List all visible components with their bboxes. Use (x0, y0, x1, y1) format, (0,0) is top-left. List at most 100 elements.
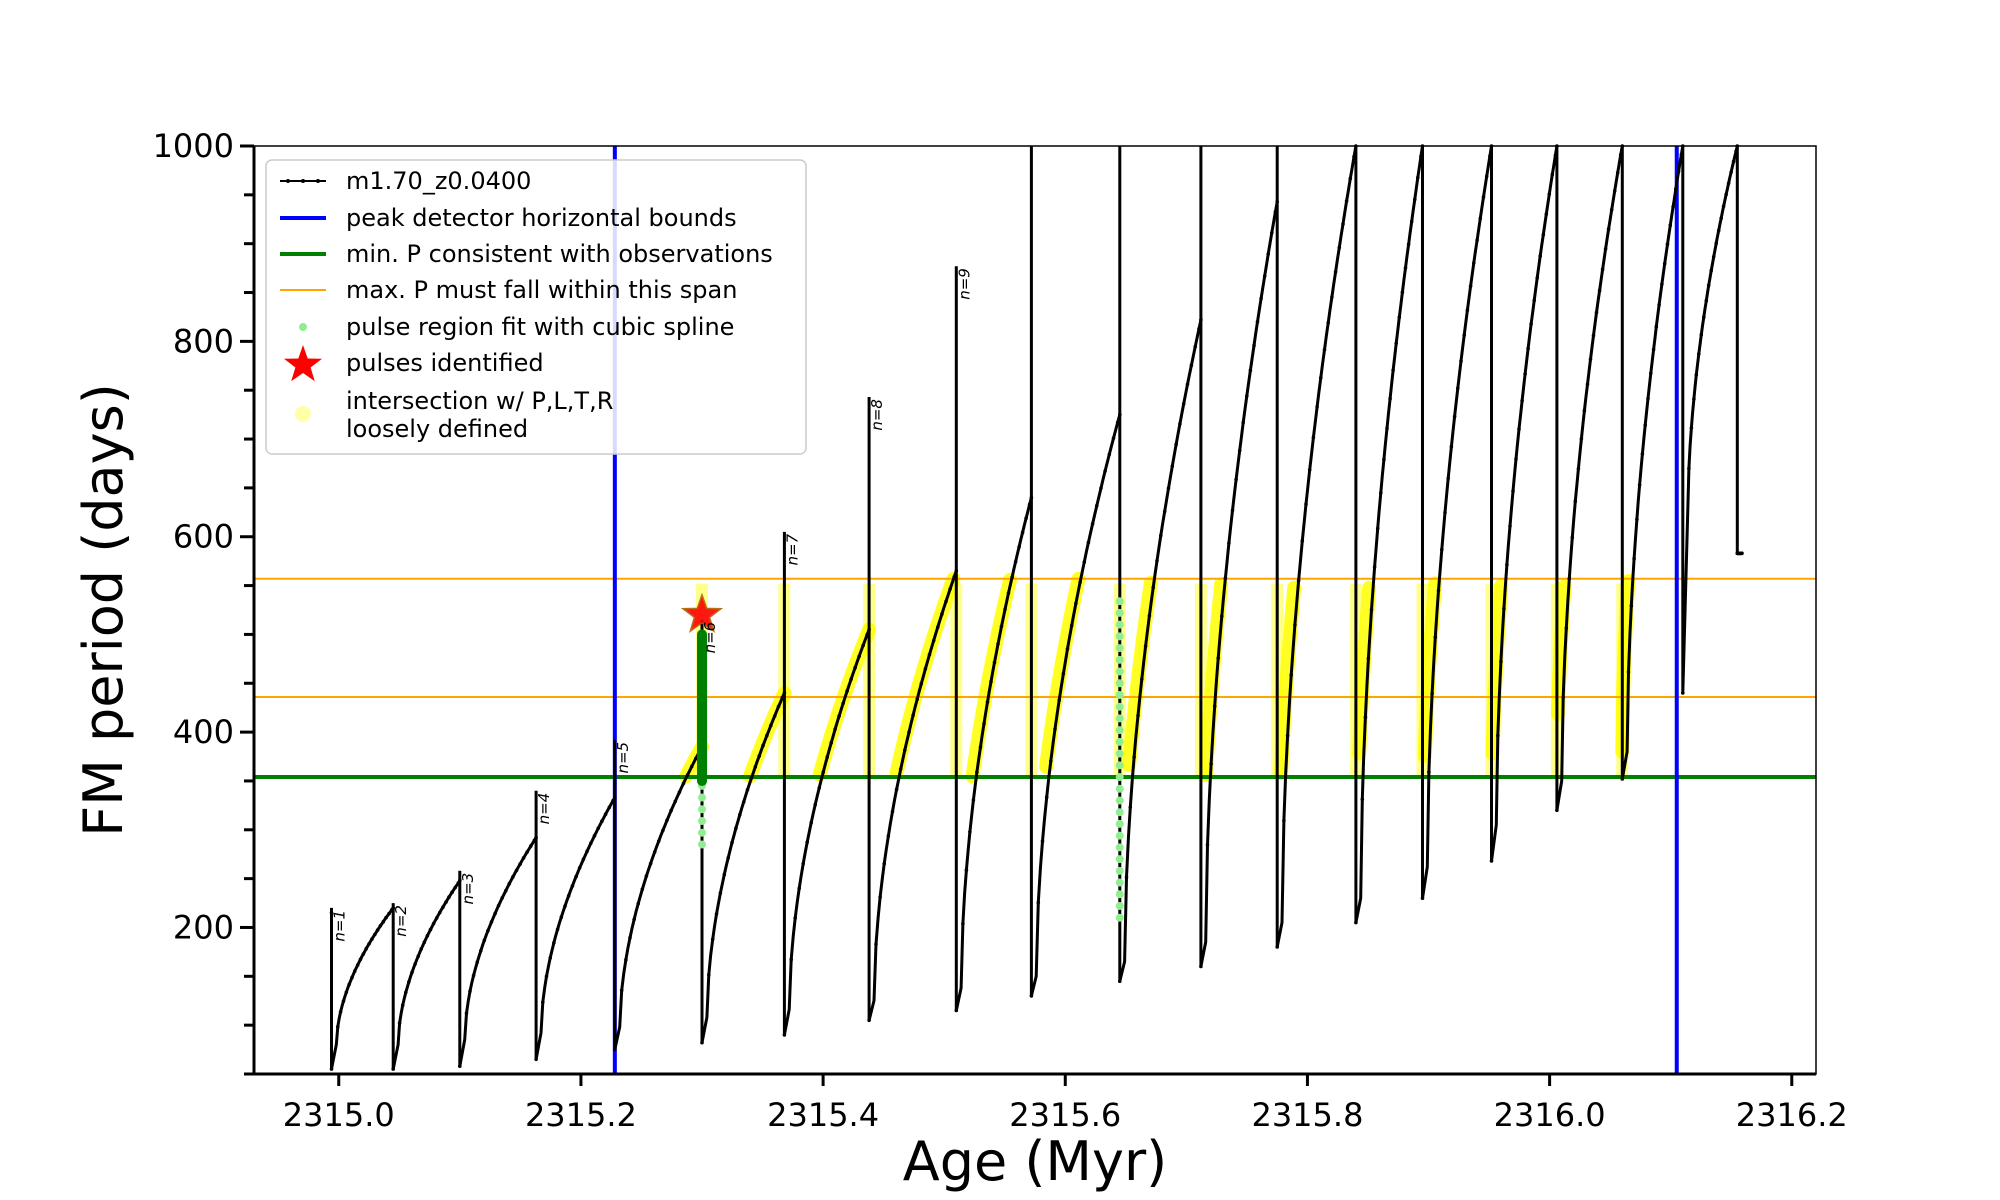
period-curve-point (422, 940, 427, 944)
period-curve-point (1735, 551, 1740, 556)
spline-point (1115, 726, 1124, 735)
period-curve-point (1484, 174, 1489, 179)
pulse-number-label: n=5 (614, 742, 632, 774)
pulse-number-label: n=1 (330, 910, 348, 942)
period-curve-pulse-15 (1421, 145, 1493, 899)
period-curve-pulse-13 (1275, 145, 1358, 948)
period-curve-point (1300, 539, 1305, 543)
period-curve-point (475, 960, 480, 965)
period-curve-point (1185, 382, 1190, 387)
legend-label: pulse region fit with cubic spline (346, 313, 734, 341)
period-curve-point (1029, 994, 1034, 998)
period-curve-pulse-12 (1199, 146, 1279, 967)
period-curve-point (1209, 762, 1213, 766)
period-curve-point (1674, 187, 1678, 191)
pulse-identified-star (680, 592, 724, 633)
period-curve-point (361, 952, 366, 956)
period-curve-point (489, 920, 494, 924)
period-curve-point (882, 862, 886, 866)
y-tick-label: 400 (173, 713, 234, 751)
period-curve-point (628, 936, 632, 940)
period-curve-point (1369, 608, 1374, 612)
period-curve-point (1561, 695, 1565, 700)
period-curve-point (1337, 245, 1342, 250)
period-curve-point (861, 643, 865, 648)
period-curve-point (782, 1033, 787, 1037)
period-curve-point (1496, 733, 1500, 738)
legend-swatch-dot (316, 179, 320, 183)
period-curve-point (1348, 176, 1353, 181)
period-curve-point (1151, 585, 1155, 590)
period-curve-point (1212, 704, 1217, 708)
period-curve-point (1585, 382, 1590, 387)
period-curve-point (1289, 673, 1293, 677)
period-curve-point (1646, 396, 1650, 401)
period-curve-point (1245, 394, 1249, 398)
spline-point (1115, 773, 1124, 782)
period-curve-point (577, 866, 582, 870)
period-curve-point (1694, 373, 1699, 377)
period-curve-point (931, 638, 936, 643)
period-curve-point (364, 946, 369, 951)
period-curve-point (845, 689, 849, 693)
period-curve-point (1676, 169, 1681, 174)
period-curve-point (1597, 288, 1602, 293)
period-curve-point (1529, 322, 1533, 326)
period-curve-point (707, 972, 711, 977)
period-curve-point (574, 874, 578, 879)
period-curve-point (450, 890, 454, 894)
period-curve-point (1275, 199, 1279, 204)
period-curve-point (541, 1000, 545, 1004)
period-curve-point (1057, 698, 1061, 702)
period-curve-point (1375, 526, 1380, 531)
period-curve-point (1481, 195, 1486, 199)
period-curve-point (1573, 499, 1578, 504)
period-curve-point (529, 844, 533, 848)
period-curve-point (428, 927, 433, 932)
period-curve-point (886, 834, 891, 838)
period-curve-point (559, 915, 564, 919)
period-curve-point (1003, 607, 1007, 612)
period-curve-point (753, 765, 758, 769)
spline-point (698, 805, 707, 814)
period-curve-point (1637, 483, 1642, 487)
legend-swatch-spline-dot (299, 323, 307, 331)
period-curve-point (1714, 241, 1718, 246)
period-curve-point (1140, 677, 1144, 681)
period-curve-point (1547, 192, 1552, 196)
period-curve-point (1523, 372, 1527, 376)
period-curve-point (600, 819, 604, 823)
period-curve-point (1452, 414, 1457, 419)
period-curve-point (1379, 491, 1383, 495)
period-curve-point (521, 856, 526, 860)
period-curve-point (1726, 181, 1731, 186)
period-curve-point (1143, 644, 1148, 648)
period-curve-point (1555, 808, 1559, 813)
period-curve-point (1403, 266, 1408, 270)
period-curve-point (1550, 172, 1555, 177)
spline-point (1115, 632, 1124, 641)
period-curve-pulse-16 (1490, 145, 1559, 862)
period-curve-point (878, 895, 882, 900)
y-tick-label: 800 (173, 322, 234, 360)
intersection-band-14 (1352, 580, 1377, 761)
period-curve-point (434, 916, 439, 920)
period-curve-point (1330, 295, 1334, 299)
period-curve-point (1013, 560, 1018, 564)
legend-label: m1.70_z0.0400 (346, 167, 531, 195)
spline-fit-layer (697, 597, 1124, 922)
period-curve-point (1576, 467, 1581, 471)
period-curve-point (1341, 222, 1345, 226)
period-curve-point (1651, 347, 1656, 352)
spline-point (1115, 784, 1124, 793)
period-curve-point (894, 787, 899, 792)
period-curve-point (416, 954, 421, 959)
period-curve-point (341, 999, 346, 1003)
legend-label-line: loosely defined (346, 415, 528, 443)
period-curve-point (944, 599, 948, 604)
period-curve-point (829, 741, 833, 745)
period-curve-point (1657, 303, 1661, 307)
period-curve-point (657, 839, 661, 843)
period-curve-point (936, 625, 940, 629)
